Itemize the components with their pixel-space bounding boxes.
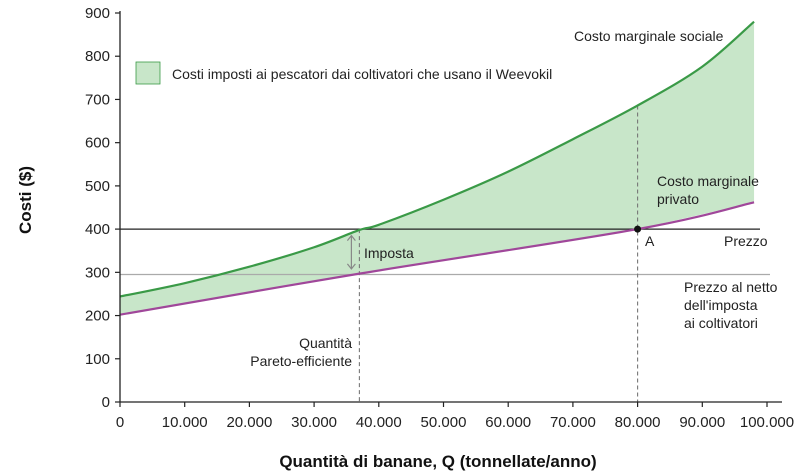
x-tick-label: 0: [116, 414, 124, 431]
net-price-label-line3: ai coltivatori: [684, 315, 758, 331]
y-tick-label: 0: [102, 394, 110, 411]
y-tick-label: 800: [85, 48, 110, 65]
y-tick-label: 700: [85, 91, 110, 108]
x-tick-label: 50.000: [421, 414, 467, 431]
x-tick-label: 10.000: [162, 414, 208, 431]
y-tick-label: 600: [85, 135, 110, 152]
private-cost-label-line1: Costo marginale: [657, 173, 759, 189]
x-tick-label: 100.000: [740, 414, 794, 431]
x-tick-label: 90.000: [679, 414, 725, 431]
x-tick-label: 20.000: [226, 414, 272, 431]
private-cost-label-line2: privato: [657, 191, 699, 207]
pareto-label-line2: Pareto-efficiente: [250, 353, 352, 369]
social-marginal-cost-line: [119, 20, 755, 298]
pareto-label-line1: Quantità: [299, 335, 352, 351]
x-tick-label: 70.000: [550, 414, 596, 431]
y-axis-ticks: 0 100 200 300 400 500 600 700 800 900: [85, 5, 120, 411]
x-tick-label: 80.000: [615, 414, 661, 431]
x-tick-label: 40.000: [356, 414, 402, 431]
tax-arrow-head-up: [346, 234, 356, 241]
tax-label: Imposta: [364, 245, 414, 261]
tax-arrow-icon: [346, 234, 356, 270]
price-label: Prezzo: [724, 233, 768, 249]
x-tick-label: 30.000: [291, 414, 337, 431]
y-tick-label: 200: [85, 308, 110, 325]
tax-arrow-head-down: [346, 263, 356, 270]
social-cost-label: Costo marginale sociale: [574, 28, 724, 44]
point-a-label: A: [645, 233, 655, 249]
y-tick-label: 500: [85, 178, 110, 195]
x-axis-ticks: 0 10.000 20.000 30.000 40.000 50.000 60.000 70.…: [116, 402, 794, 431]
y-tick-label: 900: [85, 5, 110, 22]
external-cost-area: [120, 21, 755, 315]
x-axis-title: Quantità di banane, Q (tonnellate/anno): [279, 452, 596, 471]
legend-swatch: [135, 61, 161, 85]
y-tick-label: 100: [85, 351, 110, 368]
net-price-label-line2: dell'imposta: [684, 297, 758, 313]
y-tick-label: 400: [85, 221, 110, 238]
net-price-label-line1: Prezzo al netto: [684, 279, 778, 295]
y-tick-label: 300: [85, 264, 110, 281]
x-tick-label: 60.000: [485, 414, 531, 431]
point-a-marker: [634, 225, 642, 233]
y-axis-title: Costi ($): [16, 166, 35, 234]
legend-label: Costi imposti ai pescatori dai coltivato…: [172, 66, 552, 82]
private-marginal-cost-line: [119, 201, 755, 316]
